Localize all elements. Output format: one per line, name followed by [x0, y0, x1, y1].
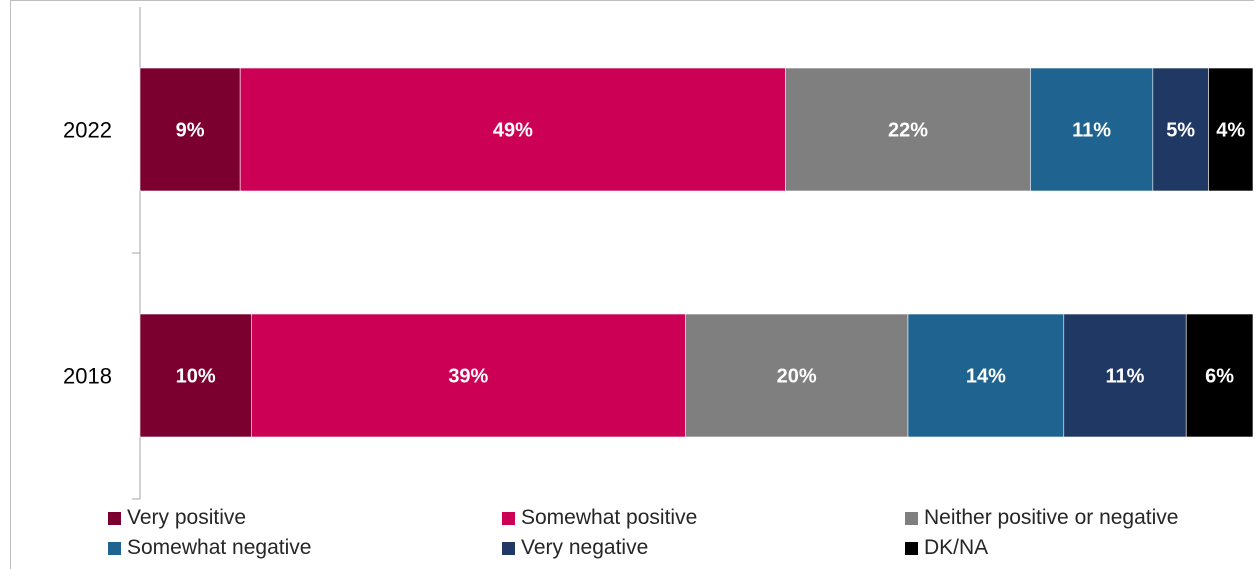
data-label: 5%	[1166, 120, 1195, 142]
data-label: 20%	[777, 366, 817, 388]
data-label: 11%	[1106, 366, 1145, 388]
legend-swatch	[905, 511, 918, 525]
bar-segment	[685, 313, 909, 438]
legend-label: DK/NA	[924, 536, 989, 559]
bar-segment	[907, 313, 1065, 438]
stacked-bar-chart: 2022 2018 9% 49% 22% 11% 5% 4% 10% 39% 20% 14% 11% 6…	[63, 7, 1254, 500]
bar-segment	[251, 313, 686, 438]
data-label: 4%	[1216, 120, 1245, 142]
legend-swatch	[108, 511, 121, 525]
chart-frame	[10, 0, 1254, 569]
legend-label: Somewhat negative	[127, 536, 312, 559]
legend-label: Very negative	[521, 536, 649, 559]
data-label: 11%	[1072, 120, 1111, 142]
legend-swatch	[108, 541, 121, 555]
legend-label: Neither positive or negative	[924, 506, 1179, 529]
category-label: 2022	[63, 118, 112, 143]
legend-item: DK/NA	[905, 536, 988, 560]
data-label: 9%	[176, 120, 205, 142]
legend-label: Somewhat positive	[521, 506, 698, 529]
data-label: 14%	[966, 366, 1006, 388]
bars-layer	[139, 67, 1254, 438]
bar-segment	[1030, 67, 1154, 192]
legend-item: Very positive	[108, 506, 246, 530]
legend-item: Very negative	[502, 536, 648, 560]
legend-label: Very positive	[127, 506, 247, 529]
category-label: 2018	[63, 364, 112, 389]
legend-swatch	[905, 541, 918, 555]
data-label: 6%	[1205, 366, 1234, 388]
data-label: 22%	[888, 120, 928, 142]
bar-segment	[785, 67, 1031, 192]
bar-segment	[139, 67, 241, 192]
legend-item: Neither positive or negative	[905, 506, 1178, 530]
data-label: 10%	[176, 366, 216, 388]
legend-item: Somewhat positive	[502, 506, 697, 530]
chart-legend: Very positive Somewhat positive Neither po…	[108, 506, 1256, 566]
labels-layer: 9% 49% 22% 11% 5% 4% 10% 39% 20% 14% 11% 6%	[176, 120, 1246, 388]
legend-swatch	[502, 511, 515, 525]
legend-swatch	[502, 541, 515, 555]
bar-segment	[139, 313, 252, 438]
bar-segment	[1208, 67, 1254, 192]
data-label: 39%	[448, 366, 488, 388]
bar-segment	[1185, 313, 1254, 438]
legend-item: Somewhat negative	[108, 536, 311, 560]
bar-segment	[239, 67, 786, 192]
axis-layer: 2022 2018	[63, 7, 141, 500]
data-label: 49%	[493, 120, 533, 142]
